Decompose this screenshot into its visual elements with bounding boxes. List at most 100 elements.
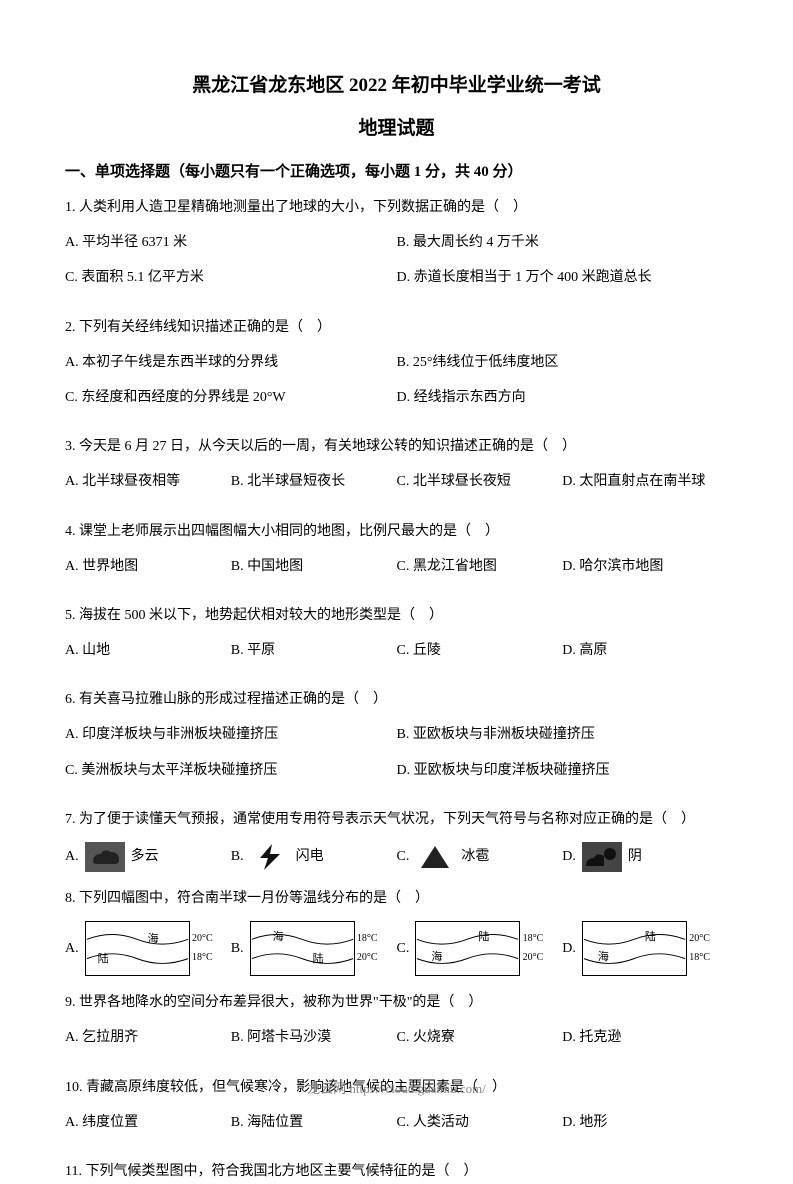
option-a: A. 印度洋板块与非洲板块碰撞挤压 [65,722,397,747]
question-text: 2. 下列有关经纬线知识描述正确的是（ ） [65,315,728,340]
title-sub: 地理试题 [65,113,728,140]
question-text: 3. 今天是 6 月 27 日，从今天以后的一周，有关地球公转的知识描述正确的是… [65,434,728,459]
option-a: A. 乞拉朋齐 [65,1025,231,1050]
temp-bot: 20°C [357,949,378,967]
option-a: A. 山地 [65,638,231,663]
option-d: D. 陆 海 20°C 18°C [562,921,728,976]
isotherm-diagram-b: 海 陆 18°C 20°C [250,921,355,976]
option-text: 冰雹 [461,844,489,869]
question-text: 9. 世界各地降水的空间分布差异很大，被称为世界"干极"的是（ ） [65,990,728,1015]
isotherm-diagram-c: 海 陆 18°C 20°C [415,921,520,976]
question-text: 8. 下列四幅图中，符合南半球一月份等温线分布的是（ ） [65,886,728,911]
option-a: A. 本初子午线是东西半球的分界线 [65,350,397,375]
option-b: B. 25°纬线位于低纬度地区 [397,350,729,375]
option-label: C. [397,844,410,869]
sea-label: 海 [273,928,284,948]
temp-top: 18°C [357,930,378,948]
option-c: C. 黑龙江省地图 [397,554,563,579]
overcast-icon [582,842,622,872]
sea-label: 海 [431,948,442,968]
option-a: A. 世界地图 [65,554,231,579]
sea-label: 海 [598,948,609,968]
option-d: D. 托克逊 [562,1025,728,1050]
sea-label: 海 [148,930,159,950]
footer-text: 龙云网 https://cloud.guaimu.com/ [0,1078,793,1097]
isotherm-diagram-a: 陆 海 20°C 18°C [85,921,190,976]
land-label: 陆 [98,950,109,970]
option-d: D. 赤道长度相当于 1 万个 400 米跑道总长 [397,265,729,290]
question-text: 1. 人类利用人造卫星精确地测量出了地球的大小，下列数据正确的是（ ） [65,195,728,220]
option-d: D. 太阳直射点在南半球 [562,469,728,494]
temp-top: 18°C [523,930,544,948]
temp-bot: 18°C [689,949,710,967]
question-text: 11. 下列气候类型图中，符合我国北方地区主要气候特征的是（ ） [65,1159,728,1184]
option-label: A. [65,936,79,961]
land-label: 陆 [645,928,656,948]
option-b: B. 北半球昼短夜长 [231,469,397,494]
land-label: 陆 [478,928,489,948]
question-8: 8. 下列四幅图中，符合南半球一月份等温线分布的是（ ） A. 陆 海 20°C… [65,886,728,976]
option-d: D. 亚欧板块与印度洋板块碰撞挤压 [397,758,729,783]
option-b: B. 亚欧板块与非洲板块碰撞挤压 [397,722,729,747]
question-text: 5. 海拔在 500 米以下，地势起伏相对较大的地形类型是（ ） [65,603,728,628]
question-6: 6. 有关喜马拉雅山脉的形成过程描述正确的是（ ） A. 印度洋板块与非洲板块碰… [65,687,728,793]
option-c: C. 海 陆 18°C 20°C [397,921,563,976]
question-text: 6. 有关喜马拉雅山脉的形成过程描述正确的是（ ） [65,687,728,712]
question-text: 7. 为了便于读懂天气预报，通常使用专用符号表示天气状况，下列天气符号与名称对应… [65,807,728,832]
temp-bot: 18°C [192,949,213,967]
option-b: B. 海陆位置 [231,1110,397,1135]
option-label: B. [231,844,244,869]
question-text: 4. 课堂上老师展示出四幅图幅大小相同的地图，比例尺最大的是（ ） [65,519,728,544]
section-heading: 一、单项选择题（每小题只有一个正确选项，每小题 1 分，共 40 分） [65,160,728,181]
option-label: A. [65,844,79,869]
hail-icon [415,842,455,872]
option-text: 阴 [628,844,642,869]
option-b: B. 闪电 [231,842,397,872]
question-7: 7. 为了便于读懂天气预报，通常使用专用符号表示天气状况，下列天气符号与名称对应… [65,807,728,872]
option-c: C. 人类活动 [397,1110,563,1135]
option-b: B. 最大周长约 4 万千米 [397,230,729,255]
option-b: B. 平原 [231,638,397,663]
option-text: 多云 [131,844,159,869]
question-1: 1. 人类利用人造卫星精确地测量出了地球的大小，下列数据正确的是（ ） A. 平… [65,195,728,301]
question-4: 4. 课堂上老师展示出四幅图幅大小相同的地图，比例尺最大的是（ ） A. 世界地… [65,519,728,589]
temp-top: 20°C [192,930,213,948]
option-c: C. 表面积 5.1 亿平方米 [65,265,397,290]
option-c: C. 北半球昼长夜短 [397,469,563,494]
option-text: 闪电 [296,844,324,869]
question-3: 3. 今天是 6 月 27 日，从今天以后的一周，有关地球公转的知识描述正确的是… [65,434,728,504]
option-a: A. 陆 海 20°C 18°C [65,921,231,976]
option-d: D. 阴 [562,842,728,872]
option-d: D. 哈尔滨市地图 [562,554,728,579]
option-c: C. 冰雹 [397,842,563,872]
option-label: D. [562,844,576,869]
option-a: A. 多云 [65,842,231,872]
question-2: 2. 下列有关经纬线知识描述正确的是（ ） A. 本初子午线是东西半球的分界线 … [65,315,728,421]
question-11: 11. 下列气候类型图中，符合我国北方地区主要气候特征的是（ ） [65,1159,728,1184]
option-d: D. 地形 [562,1110,728,1135]
temp-bot: 20°C [523,949,544,967]
question-5: 5. 海拔在 500 米以下，地势起伏相对较大的地形类型是（ ） A. 山地 B… [65,603,728,673]
isotherm-diagram-d: 陆 海 20°C 18°C [582,921,687,976]
option-label: D. [562,936,576,961]
lightning-icon [250,842,290,872]
land-label: 陆 [313,950,324,970]
option-c: C. 东经度和西经度的分界线是 20°W [65,385,397,410]
title-main: 黑龙江省龙东地区 2022 年初中毕业学业统一考试 [65,70,728,97]
option-b: B. 阿塔卡马沙漠 [231,1025,397,1050]
option-d: D. 高原 [562,638,728,663]
option-b: B. 中国地图 [231,554,397,579]
option-a: A. 北半球昼夜相等 [65,469,231,494]
cloud-icon [85,842,125,872]
option-label: B. [231,936,244,961]
option-c: C. 美洲板块与太平洋板块碰撞挤压 [65,758,397,783]
temp-top: 20°C [689,930,710,948]
option-a: A. 平均半径 6371 米 [65,230,397,255]
option-d: D. 经线指示东西方向 [397,385,729,410]
option-c: C. 丘陵 [397,638,563,663]
option-c: C. 火烧寮 [397,1025,563,1050]
option-label: C. [397,936,410,961]
question-9: 9. 世界各地降水的空间分布差异很大，被称为世界"干极"的是（ ） A. 乞拉朋… [65,990,728,1060]
option-a: A. 纬度位置 [65,1110,231,1135]
option-b: B. 海 陆 18°C 20°C [231,921,397,976]
